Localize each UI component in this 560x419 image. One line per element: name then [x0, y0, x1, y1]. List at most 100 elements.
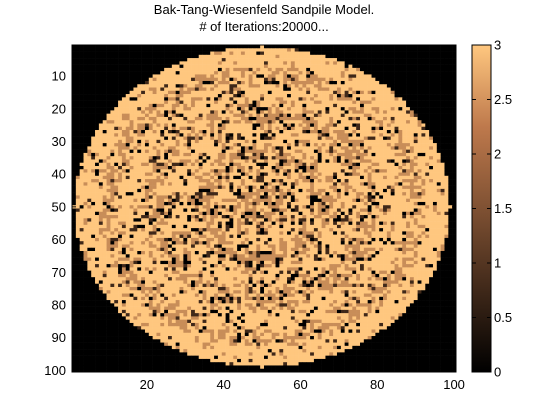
heatmap-cell	[168, 74, 173, 78]
heatmap-cell	[75, 45, 80, 49]
heatmap-cell	[221, 182, 226, 186]
heatmap-cell	[198, 143, 203, 147]
heatmap-cell	[217, 116, 223, 121]
heatmap-cell	[152, 205, 157, 209]
heatmap-cell	[179, 149, 184, 154]
heatmap-cell	[160, 71, 165, 75]
heatmap-cell	[448, 74, 453, 78]
heatmap-cell	[233, 133, 238, 137]
heatmap-cell	[168, 136, 173, 141]
heatmap-cell	[425, 116, 430, 121]
heatmap-cell	[444, 143, 449, 147]
heatmap-cell	[179, 139, 184, 144]
heatmap-cell	[256, 188, 261, 193]
heatmap-cell	[421, 100, 426, 105]
heatmap-cell	[75, 67, 80, 72]
heatmap-cell	[187, 169, 192, 173]
heatmap-cell	[406, 58, 411, 62]
heatmap-cell	[344, 205, 349, 209]
heatmap-cell	[191, 126, 196, 131]
heatmap-cell	[144, 156, 150, 160]
heatmap-cell	[202, 54, 207, 59]
heatmap-cell	[98, 58, 104, 62]
heatmap-cell	[371, 169, 376, 173]
heatmap-cell	[156, 152, 161, 157]
heatmap-cell	[436, 179, 441, 183]
heatmap-cell	[148, 61, 153, 65]
heatmap-cell	[79, 77, 84, 82]
heatmap-cell	[72, 61, 77, 65]
heatmap-cell	[210, 61, 215, 65]
heatmap-cell	[283, 107, 288, 111]
heatmap-cell	[360, 116, 365, 121]
heatmap-cell	[144, 133, 150, 137]
heatmap-cell	[72, 51, 77, 56]
heatmap-cell	[421, 67, 426, 72]
heatmap-cell	[137, 100, 142, 105]
heatmap-cell	[413, 201, 418, 206]
heatmap-cell	[198, 90, 203, 95]
heatmap-cell	[210, 100, 215, 105]
heatmap-cell	[225, 90, 230, 95]
heatmap-cell	[267, 146, 272, 150]
heatmap-cell	[114, 192, 119, 196]
heatmap-cell	[317, 54, 322, 59]
heatmap-cell	[98, 201, 104, 206]
heatmap-cell	[191, 113, 196, 118]
heatmap-cell	[179, 198, 184, 203]
heatmap-cell	[198, 51, 203, 56]
heatmap-cell	[425, 175, 430, 180]
heatmap-cell	[436, 162, 441, 167]
heatmap-cell	[214, 143, 219, 147]
heatmap-cell	[233, 149, 238, 154]
heatmap-cell	[417, 149, 422, 154]
heatmap-cell	[148, 165, 153, 170]
heatmap-cell	[340, 87, 345, 92]
heatmap-cell	[156, 169, 161, 173]
heatmap-cell	[79, 103, 84, 108]
heatmap-cell	[191, 97, 196, 101]
heatmap-cell	[390, 113, 395, 118]
heatmap-cell	[233, 185, 238, 190]
heatmap-cell	[148, 133, 153, 137]
heatmap-cell	[79, 48, 84, 52]
heatmap-cell	[336, 165, 342, 170]
heatmap-cell	[344, 100, 349, 105]
heatmap-cell	[264, 175, 269, 180]
heatmap-cell	[168, 179, 173, 183]
heatmap-cell	[125, 77, 130, 82]
heatmap-cell	[152, 116, 157, 121]
heatmap-cell	[98, 80, 104, 85]
heatmap-cell	[79, 107, 84, 111]
heatmap-cell	[432, 58, 438, 62]
heatmap-cell	[91, 192, 96, 196]
heatmap-cell	[137, 201, 142, 206]
heatmap-cell	[248, 195, 253, 199]
heatmap-cell	[264, 133, 269, 137]
heatmap-cell	[152, 48, 157, 52]
heatmap-cell	[310, 175, 315, 180]
heatmap-cell	[375, 123, 380, 128]
heatmap-cell	[313, 165, 319, 170]
heatmap-cell	[252, 113, 257, 118]
heatmap-cell	[72, 198, 77, 203]
heatmap-cell	[417, 67, 422, 72]
heatmap-cell	[156, 87, 161, 92]
heatmap-cell	[267, 182, 272, 186]
heatmap-cell	[210, 113, 215, 118]
heatmap-cell	[264, 165, 269, 170]
heatmap-cell	[402, 175, 407, 180]
heatmap-cell	[202, 159, 207, 164]
heatmap-cell	[379, 80, 384, 85]
heatmap-cell	[290, 198, 296, 203]
heatmap-cell	[79, 146, 84, 150]
heatmap-cell	[214, 159, 219, 164]
heatmap-cell	[175, 77, 180, 82]
heatmap-cell	[371, 58, 376, 62]
heatmap-cell	[383, 107, 388, 111]
heatmap-cell	[413, 195, 418, 199]
heatmap-cell	[340, 116, 345, 121]
heatmap-cell	[256, 97, 261, 101]
heatmap-cell	[95, 67, 100, 72]
